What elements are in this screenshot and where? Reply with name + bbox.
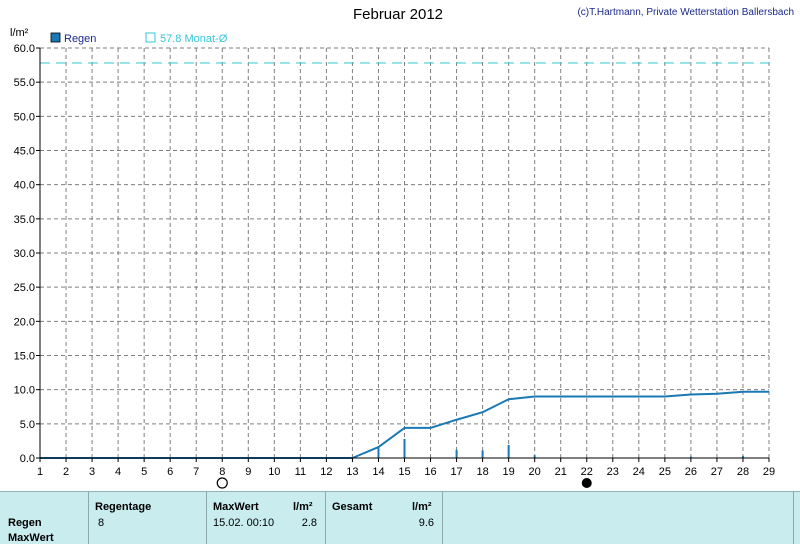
xtick-label: 26 [685,466,697,478]
xtick-label: 4 [115,466,121,478]
cumulative-line-layer [40,390,769,459]
rain-bar-day-19 [507,445,510,458]
legend-rain-swatch [50,32,61,43]
xtick-label: 16 [424,466,436,478]
empty-cell [442,492,794,544]
xtick-label: 29 [763,466,775,478]
xtick-label: 19 [503,466,515,478]
ytick-label: 40.0 [14,180,35,192]
legend-rain-label: Regen [64,33,96,45]
maxwert-header: MaxWert [213,501,259,513]
xtick-label: 25 [659,466,671,478]
ytick-label: 15.0 [14,351,35,363]
xtick-label: 10 [268,466,280,478]
rain-bar-day-15 [403,438,406,458]
xtick-label: 13 [346,466,358,478]
ytick-label: 30.0 [14,248,35,260]
rain-chart: 0.0 5.0 10.0 15.0 20.0 25.0 30.0 35.0 40.0 45.0 50… [10,27,775,489]
xtick-label: 28 [737,466,749,478]
summary-footer: Regen MaxWert Regentage 8 MaxWert l/m² 1… [0,491,800,544]
ytick-label: 25.0 [14,282,35,294]
ytick-label: 10.0 [14,385,35,397]
y-axis-unit: l/m² [10,27,29,39]
legend-average-label: 57.8 Monat-Ø [160,33,228,45]
new-moon-icon [581,478,592,488]
xtick-label: 8 [219,466,225,478]
ytick-label: 60.0 [14,43,35,55]
maxwert-time: 15.02. 00:10 [213,517,275,529]
xtick-label: 22 [581,466,593,478]
xtick-label: 3 [89,466,95,478]
xtick-label: 2 [63,466,69,478]
xtick-label: 6 [167,466,173,478]
chart-title: Februar 2012 [352,6,444,23]
axes-layer: 0.0 5.0 10.0 15.0 20.0 25.0 30.0 35.0 40.0 45.0 50… [10,27,775,489]
rain-bar-day-26 [689,456,692,458]
rain-bar-day-20 [533,455,536,458]
legend-average-swatch [145,32,156,43]
row-label-maxwert: MaxWert [8,532,54,544]
xtick-label: 1 [37,466,43,478]
ytick-label: 55.0 [14,77,35,89]
gesamt-header: Gesamt [332,501,373,513]
xtick-label: 15 [398,466,410,478]
cumulative-rain-line [40,390,769,459]
grid-layer [40,47,770,458]
ytick-label: 0.0 [20,453,35,465]
rain-bar-day-18 [481,450,484,458]
regentage-cell: Regentage 8 [88,492,206,544]
xtick-label: 14 [372,466,384,478]
xtick-label: 24 [633,466,645,478]
xtick-label: 21 [555,466,567,478]
regentage-value: 8 [98,517,105,529]
ytick-label: 5.0 [20,419,35,431]
gesamt-cell: Gesamt l/m² 9.6 [325,492,442,544]
rain-bar-day-14 [377,447,380,458]
ytick-label: 35.0 [14,214,35,226]
xtick-label: 5 [141,466,147,478]
maxwert-unit: l/m² [293,501,313,513]
rain-bar-day-28 [741,455,744,458]
xtick-label: 17 [450,466,462,478]
xtick-label: 7 [193,466,199,478]
xtick-label: 27 [711,466,723,478]
full-moon-icon [216,477,228,489]
ytick-label: 50.0 [14,111,35,123]
maxwert-value: 2.8 [301,517,317,529]
gesamt-unit: l/m² [412,501,432,513]
xtick-label: 9 [245,466,251,478]
maxwert-cell: MaxWert l/m² 15.02. 00:10 2.8 [206,492,325,544]
copyright-credit: (c)T.Hartmann, Private Wetterstation Bal… [577,7,794,18]
rain-bar-day-17 [455,449,458,458]
row-label-regen: Regen [8,517,42,529]
ytick-label: 45.0 [14,146,35,158]
xtick-label: 18 [476,466,488,478]
regentage-header: Regentage [95,501,152,513]
xtick-label: 20 [529,466,541,478]
legend: Regen 57.8 Monat-Ø [50,32,228,45]
xtick-label: 23 [607,466,619,478]
xtick-label: 12 [320,466,332,478]
xtick-label: 11 [295,466,306,478]
gesamt-value: 9.6 [418,517,434,529]
ytick-label: 20.0 [14,316,35,328]
